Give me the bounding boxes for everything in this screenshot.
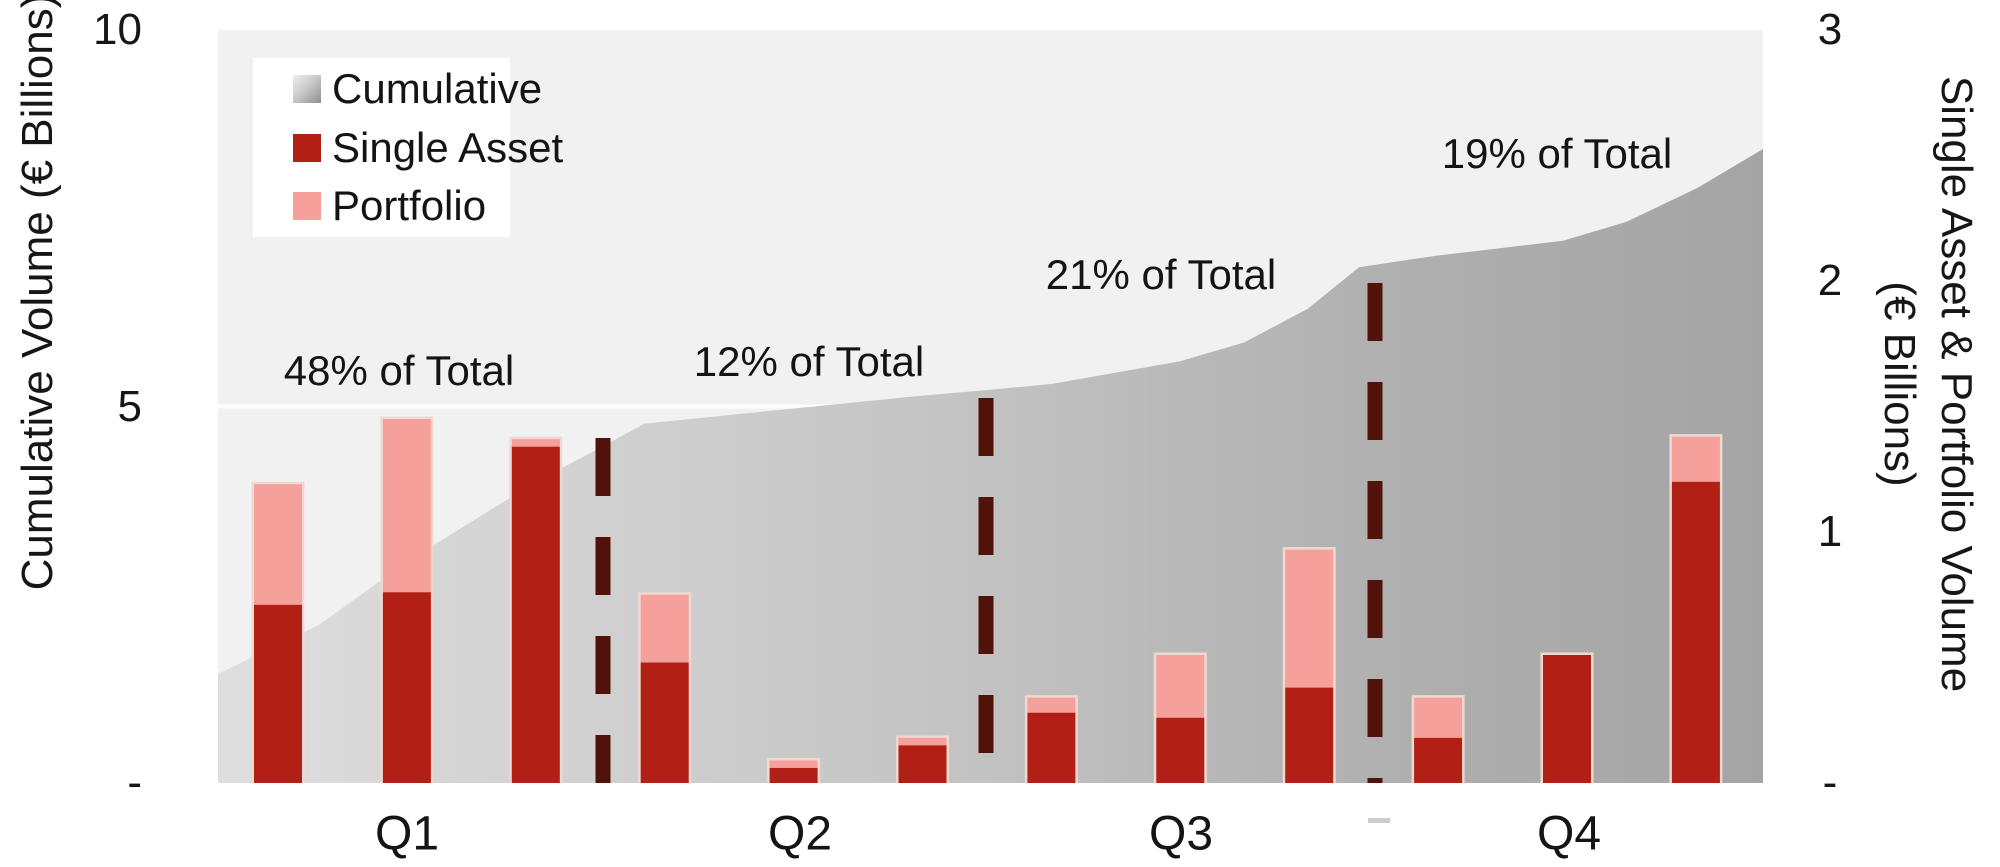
single-asset-bar-9 [1285,687,1334,783]
single-asset-bar-2 [382,592,431,783]
legend-item-single-asset: Single Asset [253,120,563,176]
single-asset-bar-8 [1156,717,1205,783]
single-asset-bar-10 [1414,737,1463,783]
portfolio-bar-2 [382,419,431,593]
portfolio-bar-12 [1671,436,1720,482]
single-asset-bar-11 [1543,654,1591,783]
x-axis-label-q1: Q1 [374,807,440,861]
right-axis-title-line1: Single Asset & Portfolio Volume [1932,75,1982,693]
portfolio-bar-6 [898,737,947,746]
legend-item-cumulative: Cumulative [253,61,542,117]
legend-label-cumulative: Cumulative [332,64,543,112]
single-asset-bar-4 [640,662,689,783]
right-axis-tick-1: 1 [1817,507,1843,556]
portfolio-bar-9 [1285,549,1334,688]
portfolio-bar-7 [1027,697,1076,713]
legend: Cumulative Single Asset Portfolio [253,58,563,237]
single-asset-bar-5 [769,767,818,783]
legend-item-portfolio: Portfolio [253,178,510,234]
right-axis-title-line2: (€ Billions) [1875,281,1924,487]
portfolio-bar-8 [1156,654,1205,718]
left-axis-tick-5: 5 [117,381,142,431]
legend-label-portfolio: Portfolio [332,182,487,230]
portfolio-bar-10 [1414,697,1463,738]
left-axis-tick-10: 10 [93,5,142,54]
x-axis-label-q2: Q2 [767,807,833,861]
right-axis-tick-2: 2 [1817,256,1843,305]
single-asset-bar-7 [1027,712,1076,783]
single-asset-bar-12 [1671,481,1720,783]
right-axis-tick--: - [1822,758,1838,807]
cumulative-swatch-icon [293,74,321,103]
annotation-q3: 21% of Total [1045,251,1277,298]
x-axis-label-q3: Q3 [1148,807,1214,861]
single-asset-bar-1 [254,604,302,783]
left-axis-title: Cumulative Volume (€ Billions) [13,0,62,591]
single-asset-swatch-icon [293,133,321,162]
portfolio-bar-1 [254,484,302,605]
annotation-q1: 48% of Total [283,347,515,394]
left-axis-tick--: - [127,758,142,807]
stray-axis-tick [1368,818,1390,823]
x-axis-label-q4: Q4 [1536,807,1602,861]
portfolio-bar-4 [640,594,689,663]
portfolio-bar-3 [511,439,560,447]
right-axis-title: Single Asset & Portfolio Volume (€ Billi… [1871,76,1985,692]
single-asset-bar-3 [511,446,560,783]
legend-label-single-asset: Single Asset [332,123,564,171]
single-asset-bar-6 [898,745,947,783]
annotation-q4: 19% of Total [1441,130,1673,177]
annotation-q2: 12% of Total [693,338,925,385]
right-axis-tick-3: 3 [1817,5,1843,54]
portfolio-swatch-icon [293,192,321,221]
portfolio-bar-5 [769,760,818,768]
